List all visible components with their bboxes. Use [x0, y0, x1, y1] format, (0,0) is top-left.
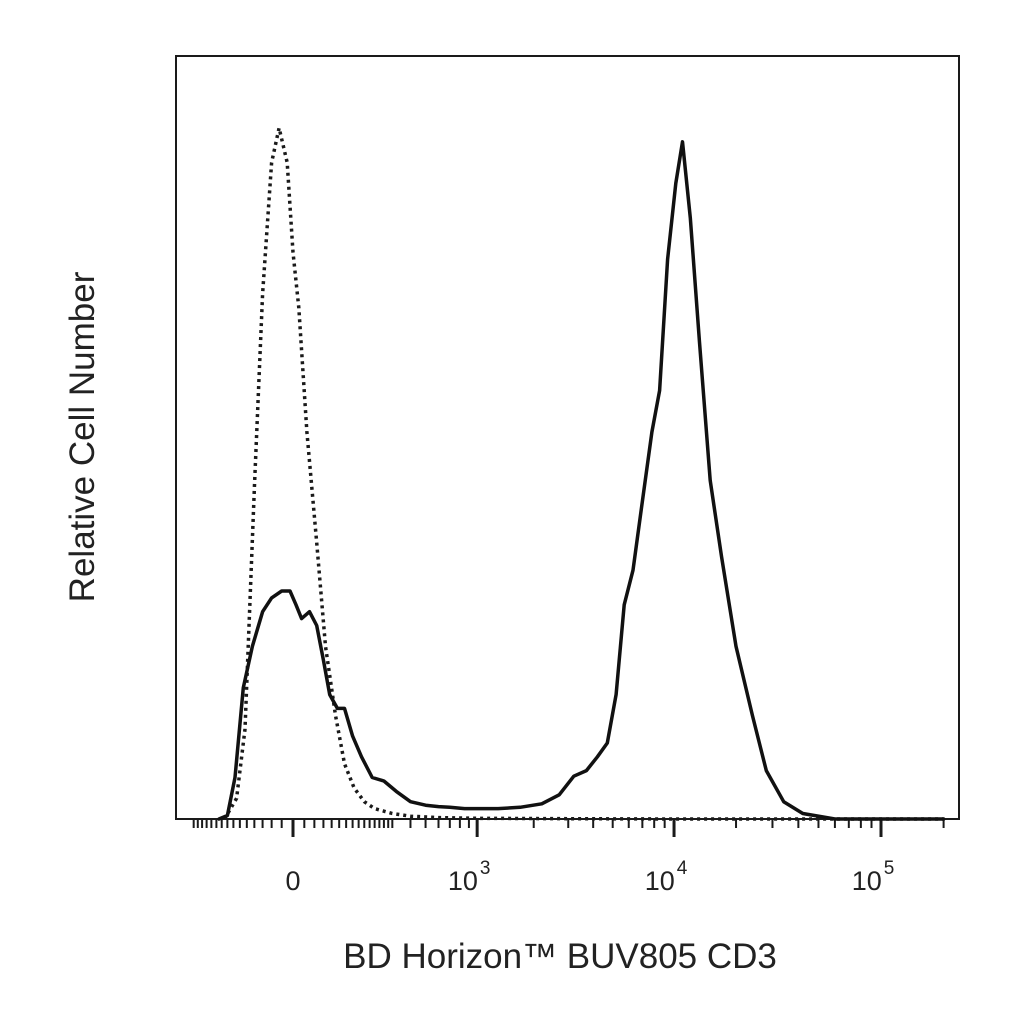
x-tick-label: 10 5 — [852, 858, 895, 896]
x-major-ticks — [291, 819, 883, 837]
y-axis-label: Relative Cell Number — [63, 271, 102, 602]
series-layer — [217, 126, 946, 821]
x-tick-labels: 0 10 3 10 4 10 5 — [285, 858, 894, 896]
x-tick-label: 10 3 — [448, 858, 491, 896]
x-tick-label: 10 4 — [645, 858, 688, 896]
plot-area-frame — [175, 55, 960, 820]
series-line-dotted — [222, 126, 944, 821]
x-tick-label: 0 — [285, 866, 300, 896]
x-minor-ticks — [192, 819, 945, 828]
x-axis-label: BD Horizon™ BUV805 CD3 — [343, 937, 777, 976]
series-line-solid — [217, 140, 946, 821]
